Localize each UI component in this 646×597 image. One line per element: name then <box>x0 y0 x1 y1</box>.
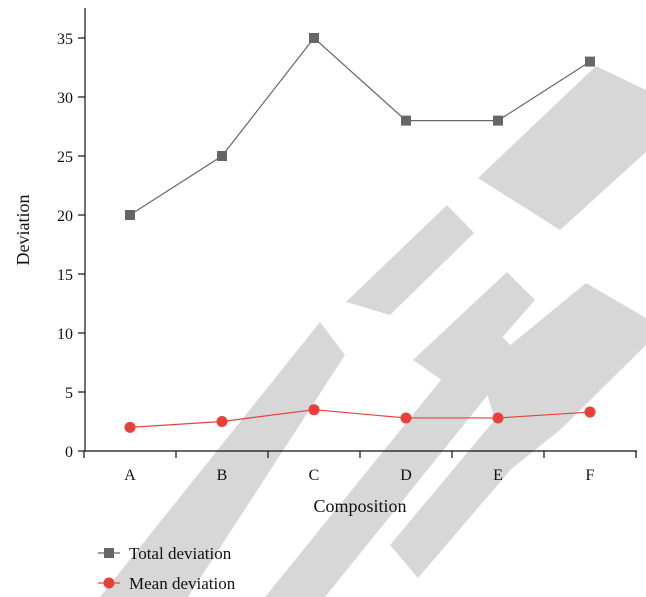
x-ticks: A B C D E F <box>83 451 637 484</box>
x-axis-title: Composition <box>313 496 406 516</box>
data-point-square <box>401 115 411 126</box>
x-tick-label: F <box>586 467 595 484</box>
y-tick-label: 0 <box>65 444 73 461</box>
legend-item-mean: Mean deviation <box>98 574 236 593</box>
legend-item-total: Total deviation <box>98 544 232 563</box>
legend-label-total: Total deviation <box>129 544 232 563</box>
x-tick-label: E <box>493 467 503 484</box>
y-tick-label: 20 <box>57 208 73 225</box>
legend-label-mean: Mean deviation <box>129 574 236 593</box>
x-tick-label: A <box>124 467 136 484</box>
data-point-square <box>309 33 319 43</box>
x-tick-label: C <box>309 467 320 484</box>
y-tick-label: 30 <box>57 90 73 107</box>
axes <box>84 8 637 452</box>
watermark <box>100 66 646 597</box>
series-layer <box>124 33 596 433</box>
legend: Total deviation Mean deviation <box>98 544 236 593</box>
y-axis-title: Deviation <box>13 195 33 266</box>
y-tick-label: 25 <box>57 149 73 166</box>
data-point-square <box>217 151 227 161</box>
data-point-square <box>493 115 503 126</box>
data-point-circle <box>124 421 136 433</box>
legend-marker-total <box>104 548 114 558</box>
series-line-1 <box>129 409 591 428</box>
y-tick-label: 10 <box>57 326 73 343</box>
data-point-circle <box>492 412 504 424</box>
series-line-0 <box>129 37 591 216</box>
data-point-circle <box>400 412 412 424</box>
data-point-circle <box>584 406 596 418</box>
y-tick-label: 5 <box>65 385 73 402</box>
data-point-square <box>125 210 135 220</box>
y-tick-label: 35 <box>57 31 73 48</box>
data-point-circle <box>308 404 320 416</box>
y-tick-label: 15 <box>57 267 73 284</box>
legend-marker-mean <box>103 577 115 589</box>
x-tick-label: B <box>217 467 228 484</box>
x-tick-label: D <box>400 467 412 484</box>
data-point-circle <box>216 416 228 427</box>
data-point-square <box>585 56 595 67</box>
y-ticks: 0 5 10 15 20 25 30 35 <box>57 31 85 461</box>
